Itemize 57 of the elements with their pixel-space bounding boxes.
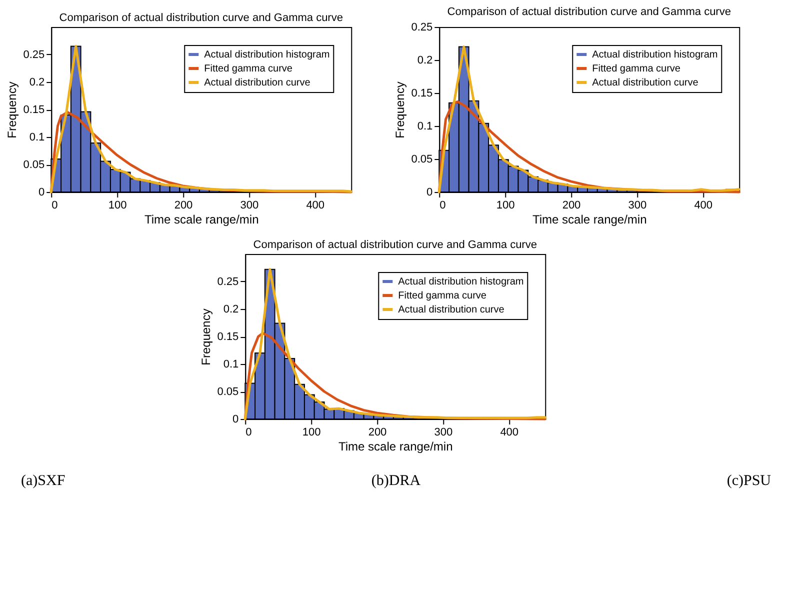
y-tick-label: 0.15 [411,88,433,100]
x-tick-label: 200 [562,200,581,212]
x-tick-label: 200 [368,426,387,438]
text: (b)DRA [371,473,421,489]
y-tick-label: 0.2 [29,76,45,88]
y-axis-title: Frequency [5,82,20,138]
legend-label: Actual distribution curve [398,304,505,316]
x-tick-label: 0 [52,200,58,212]
x-axis-title: Time scale range/min [338,440,453,454]
y-tick-label: 0.25 [23,49,45,61]
x-tick-label: 100 [496,200,515,212]
legend-label: Actual distribution histogram [592,50,718,60]
y-tick-label: 0.1 [29,132,45,144]
y-tick-label: 0.05 [23,159,45,171]
x-axis-title: Time scale range/min [532,212,647,226]
y-axis-title: Frequency [393,82,408,138]
x-tick-label: 400 [306,200,325,212]
y-tick-label: 0 [38,186,45,198]
text: (c)PSU [726,473,772,489]
y-tick-label: 0.25 [411,22,433,34]
x-tick-label: 400 [500,426,519,438]
chart-title: Comparison of actual distribution curve and Gamma curve [447,6,731,18]
text: (a)SXF [21,473,66,489]
y-tick-label: 0.05 [217,386,239,398]
y-tick-label: 0.2 [223,304,239,316]
x-tick-label: 300 [434,426,453,438]
legend-label: Fitted gamma curve [398,290,487,302]
y-tick-label: 0.1 [417,120,433,132]
chart-title: Comparison of actual distribution curve and Gamma curve [59,12,343,24]
x-tick-label: 100 [302,426,321,438]
y-tick-label: 0 [426,186,433,198]
x-tick-label: 0 [440,200,446,212]
y-tick-label: 0.25 [217,276,239,288]
legend-label: Fitted gamma curve [592,64,681,74]
x-tick-label: 300 [240,200,259,212]
y-tick-label: 0.15 [23,104,45,116]
y-tick-label: 0 [232,414,239,426]
x-tick-label: 400 [694,200,713,212]
legend-label: Actual distribution curve [592,78,699,88]
line-series [50,45,352,194]
line-series [438,46,740,194]
y-tick-label: 0.05 [411,154,433,166]
x-axis-title: Time scale range/min [144,212,259,226]
legend-label: Fitted gamma curve [204,64,293,74]
legend-label: Actual distribution histogram [398,276,524,288]
x-tick-label: 200 [174,200,193,212]
y-tick-label: 0.15 [217,331,239,343]
x-tick-label: 100 [108,200,127,212]
y-tick-label: 0.2 [417,54,433,66]
y-axis-title: Frequency [199,308,214,366]
line-series [244,268,546,420]
legend-label: Actual distribution curve [204,78,311,88]
x-tick-label: 300 [628,200,647,212]
x-tick-label: 0 [246,426,252,438]
chart-title: Comparison of actual distribution curve and Gamma curve [253,239,537,251]
y-tick-label: 0.1 [223,358,239,370]
legend-label: Actual distribution histogram [204,50,330,60]
